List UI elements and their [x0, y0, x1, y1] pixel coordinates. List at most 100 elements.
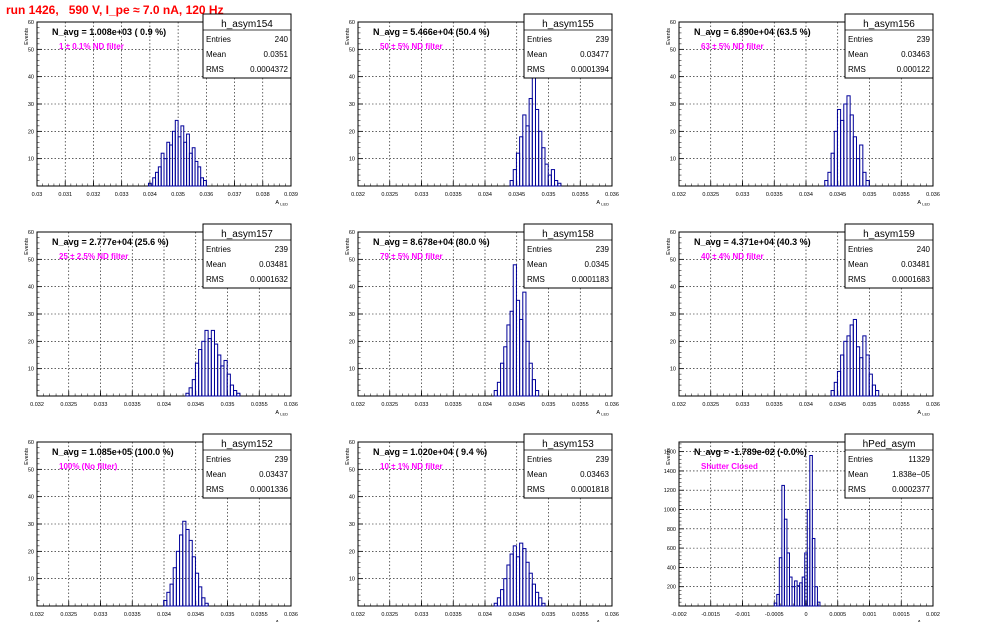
stat-rms-value: 0.0002377: [892, 485, 930, 494]
stat-mean-label: Mean: [206, 470, 226, 479]
x-axis-label-subscript: LED: [280, 412, 288, 417]
x-tick-label: 0.0335: [445, 612, 462, 618]
y-tick-label: 60: [670, 230, 676, 236]
x-tick-label: 0.0355: [251, 612, 268, 618]
run-title: run 1426, 590 V, I_pe ≈ 7.0 nA, 120 Hz: [6, 3, 224, 17]
stat-rms-value: 0.0001183: [572, 275, 610, 284]
histogram-name: h_asym152: [221, 439, 273, 450]
histogram-bin: [862, 171, 867, 187]
histogram-bars: [493, 542, 546, 607]
x-tick-label: 0.035: [863, 192, 877, 198]
x-tick-label: 0.032: [672, 402, 686, 408]
x-tick-label: 0.033: [736, 402, 750, 408]
y-tick-label: 800: [667, 527, 676, 533]
y-tick-label: 50: [349, 47, 355, 53]
x-tick-label: -0.0015: [701, 612, 720, 618]
stat-entries-label: Entries: [848, 35, 873, 44]
navg-label: N_avg = 4.371e+04 (40.3 %): [694, 237, 811, 247]
x-tick-label: 0.0325: [702, 192, 719, 198]
y-axis-label: Events: [24, 448, 30, 465]
stat-mean-value: 0.0345: [585, 260, 610, 269]
stat-entries-value: 239: [596, 35, 610, 44]
x-axis-label: A LED: [275, 200, 288, 207]
x-axis-label-subscript: LED: [601, 202, 609, 207]
stat-rms-value: 0.000122: [897, 65, 931, 74]
histogram-bin: [531, 379, 536, 397]
stat-rms-label: RMS: [527, 485, 545, 494]
x-tick-label: 0.0345: [829, 402, 846, 408]
stat-mean-value: 0.03463: [580, 470, 609, 479]
x-tick-label: 0.039: [284, 192, 298, 198]
navg-label: N_avg = 1.008e+03 ( 0.9 %): [52, 27, 166, 37]
x-tick-label: 0.036: [284, 612, 298, 618]
stats-box: h_asym159 Entries 240 Mean 0.03481 RMS 0.00016…: [844, 223, 934, 289]
histogram-bin: [550, 169, 556, 187]
x-tick-label: 0.033: [94, 612, 108, 618]
navg-label: N_avg = 1.085e+05 (100.0 %): [52, 447, 174, 457]
stat-entries-label: Entries: [206, 35, 231, 44]
x-tick-label: 0.0355: [572, 402, 589, 408]
histogram-bin: [236, 392, 241, 397]
stat-rms-label: RMS: [848, 65, 866, 74]
stat-mean-label: Mean: [848, 260, 868, 269]
stat-rms-label: RMS: [206, 485, 224, 494]
histogram-bin: [147, 182, 152, 187]
y-tick-label: 50: [349, 467, 355, 473]
x-tick-label: 0.038: [256, 192, 270, 198]
histogram-panel-h_asym158: 0.032 0.0325 0.033 0.0335 0.034 0.0345 0.035 0.…: [345, 223, 619, 417]
x-tick-label: 0.0345: [508, 192, 525, 198]
x-tick-label: 0.034: [799, 192, 813, 198]
x-tick-label: 0.035: [542, 402, 556, 408]
histogram-bin: [201, 597, 206, 607]
stat-entries-label: Entries: [527, 455, 552, 464]
y-tick-label: 10: [349, 367, 355, 373]
x-tick-label: 0.034: [157, 612, 171, 618]
histogram-bin: [198, 586, 203, 607]
y-tick-label: 30: [349, 312, 355, 318]
stats-box-frame: [844, 13, 934, 79]
stats-box: h_asym155 Entries 239 Mean 0.03477 RMS 0.00013…: [523, 13, 613, 79]
x-tick-label: 0.034: [478, 402, 492, 408]
y-axis-label: Events: [345, 238, 351, 255]
x-tick-label: 0.035: [171, 192, 185, 198]
stat-mean-label: Mean: [527, 50, 547, 59]
x-tick-label: 0.0345: [187, 402, 204, 408]
filter-label: 40 ± 4% ND filter: [701, 252, 764, 261]
y-tick-label: 50: [28, 467, 34, 473]
stat-rms-value: 0.0004372: [250, 65, 288, 74]
navg-label: N_avg = 1.020e+04 ( 9.4 %): [373, 447, 487, 457]
stat-entries-value: 240: [275, 35, 289, 44]
histogram-name: h_asym155: [542, 19, 594, 30]
histogram-bin: [538, 597, 543, 607]
x-tick-label: 0.032: [672, 192, 686, 198]
y-tick-label: 60: [670, 20, 676, 26]
x-tick-label: 0.032: [87, 192, 101, 198]
x-tick-label: 0.0335: [766, 192, 783, 198]
stats-box: h_asym156 Entries 239 Mean 0.03463 RMS 0.00012…: [844, 13, 934, 79]
y-tick-label: 50: [28, 257, 34, 263]
x-tick-label: 0.031: [58, 192, 72, 198]
x-tick-label: 0.034: [478, 612, 492, 618]
stat-entries-label: Entries: [206, 245, 231, 254]
x-tick-label: 0.035: [863, 402, 877, 408]
histogram-bars: [185, 329, 241, 397]
y-tick-label: 20: [28, 129, 34, 135]
filter-label: 1 ± 0.1% ND filter: [59, 42, 124, 51]
histogram-name: h_asym157: [221, 229, 273, 240]
x-tick-label: 0.035: [221, 402, 235, 408]
x-tick-label: 0.036: [605, 192, 619, 198]
x-tick-label: 0.035: [542, 192, 556, 198]
histogram-name: h_asym153: [542, 439, 594, 450]
y-tick-label: 600: [667, 546, 676, 552]
x-tick-label: -0.002: [671, 612, 687, 618]
x-tick-label: 0.036: [605, 612, 619, 618]
y-tick-label: 50: [670, 257, 676, 263]
y-tick-label: 30: [28, 522, 34, 528]
y-tick-label: 1200: [664, 488, 676, 494]
stat-mean-label: Mean: [527, 260, 547, 269]
stat-mean-label: Mean: [527, 470, 547, 479]
y-tick-label: 60: [349, 230, 355, 236]
y-tick-label: 20: [28, 549, 34, 555]
x-tick-label: 0.0335: [124, 612, 141, 618]
x-tick-label: 0.037: [228, 192, 242, 198]
